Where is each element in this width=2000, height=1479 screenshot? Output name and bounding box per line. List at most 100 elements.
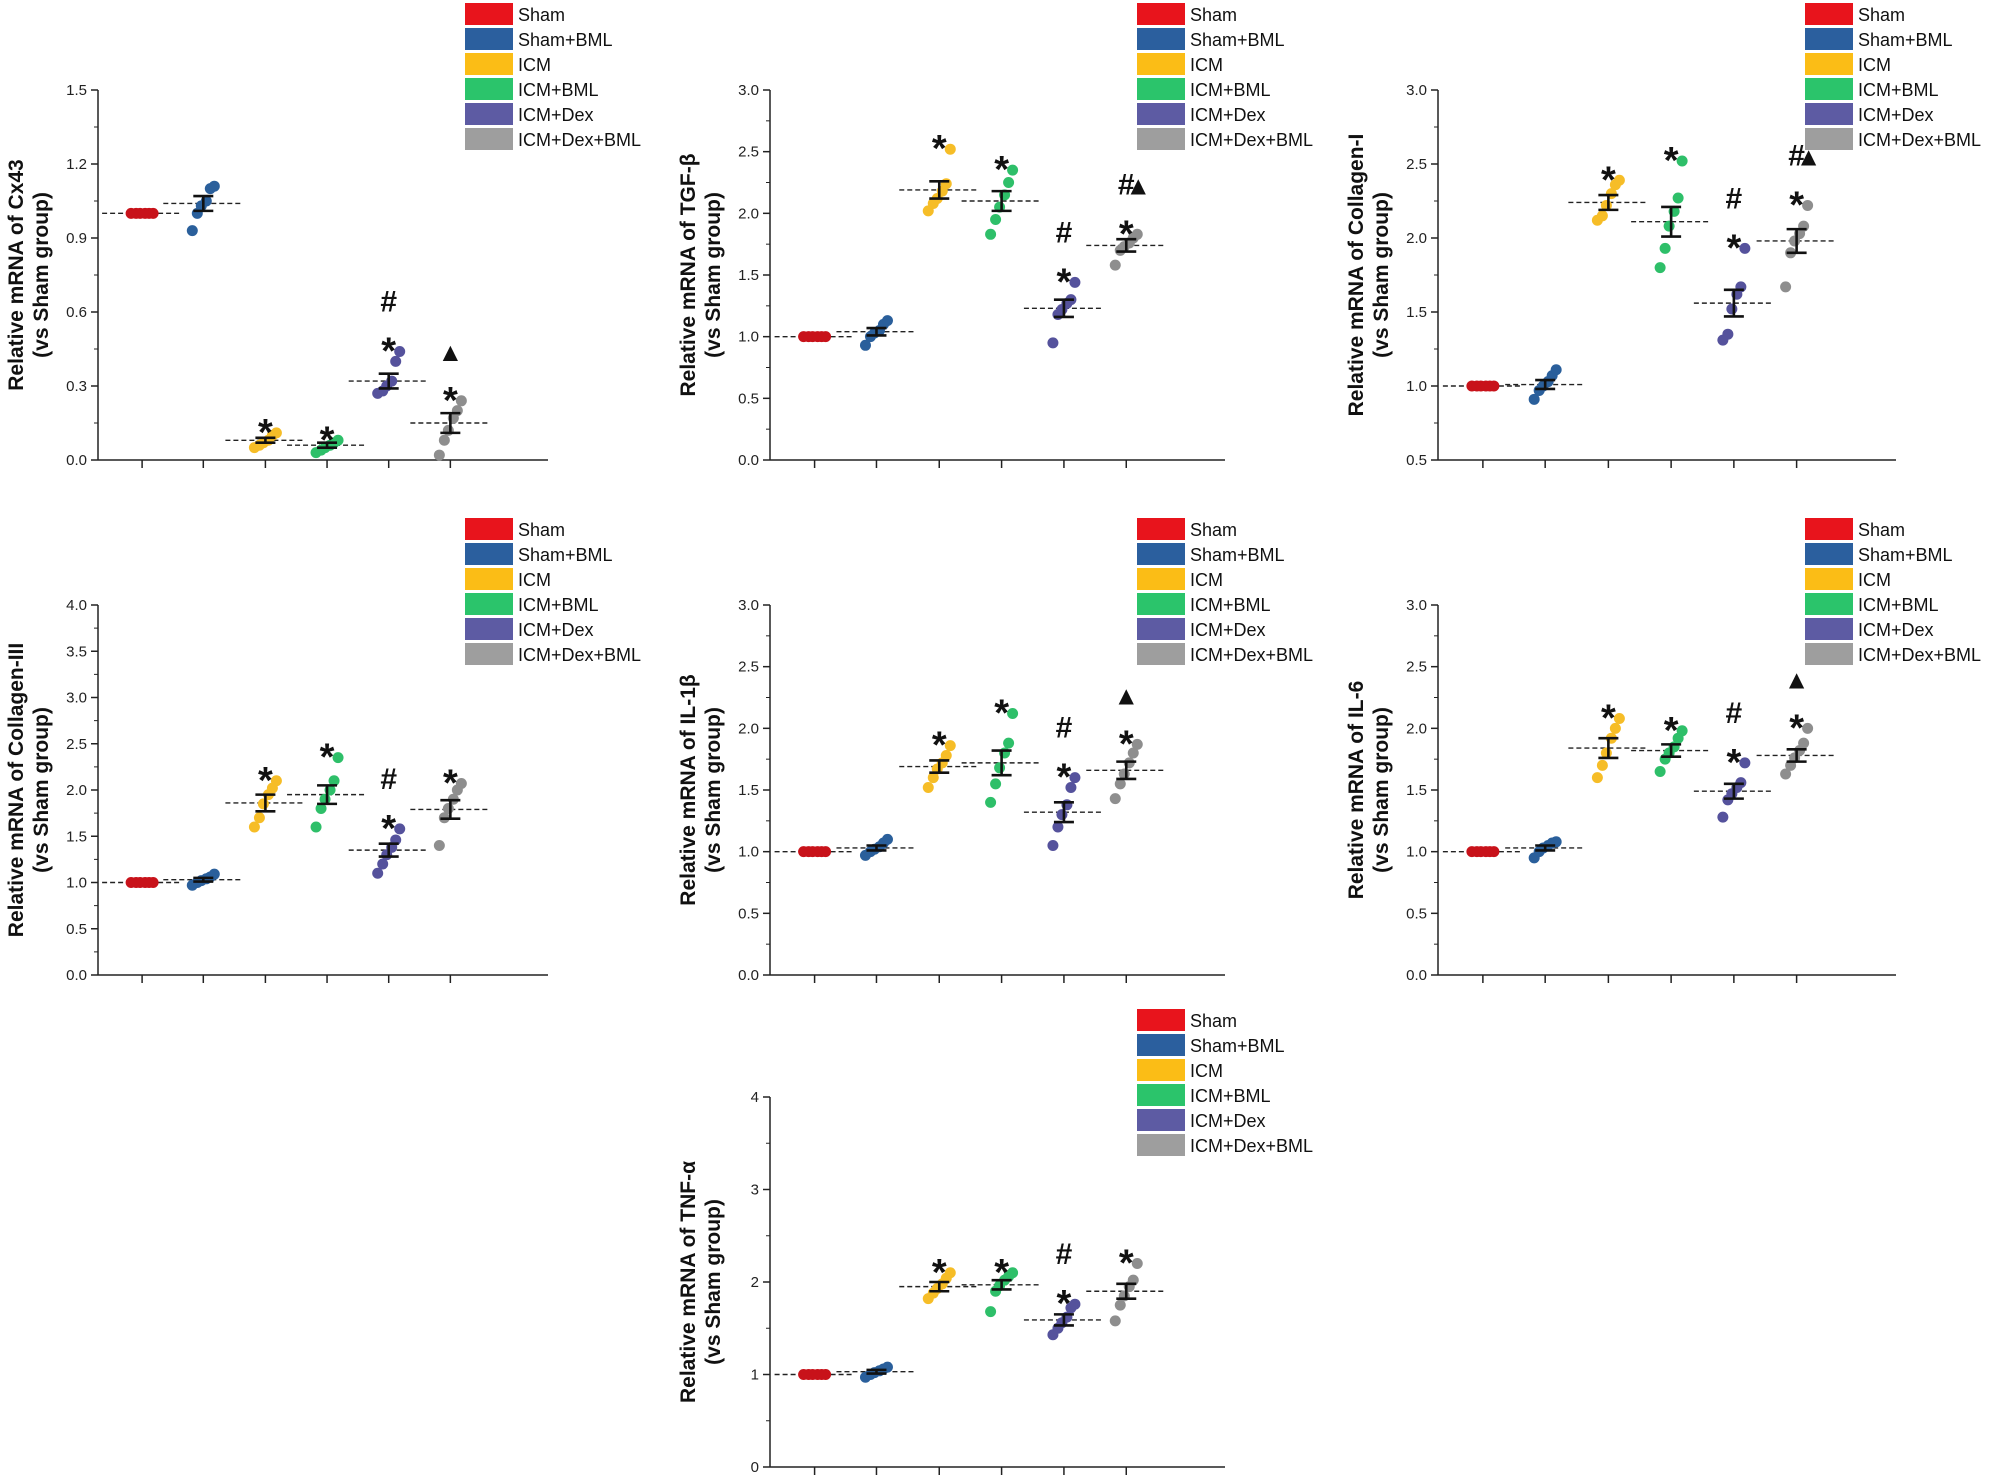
legend-swatch	[1137, 568, 1185, 590]
y-tick-label: 2.0	[66, 782, 87, 799]
legend-label: ICM+Dex+BML	[1858, 130, 1981, 150]
significance-star: *	[443, 763, 458, 805]
y-tick-label: 0.0	[66, 452, 87, 469]
significance-star: *	[994, 1252, 1009, 1294]
data-point	[1109, 793, 1121, 805]
y-axis-label: Relative mRNA of TGF-β	[677, 153, 700, 396]
data-point	[377, 858, 389, 870]
significance-star: *	[932, 725, 947, 767]
significance-star: *	[932, 128, 947, 170]
legend-swatch	[1137, 1084, 1185, 1106]
y-axis-label-unit: (vs Sham group)	[702, 707, 725, 873]
legend-swatch	[1137, 78, 1185, 100]
data-point	[1613, 712, 1625, 724]
legend-swatch	[1137, 128, 1185, 150]
y-tick-label: 1	[751, 1367, 759, 1384]
data-point	[438, 434, 450, 446]
y-tick-label: 2.0	[738, 720, 759, 737]
chart-panel-7: 0 1 2 3 4 Relative mRNA of TNF-α (vs Sham grou…	[677, 1009, 1313, 1476]
legend-label: ICM	[1190, 1061, 1223, 1081]
legend-label: ICM	[518, 570, 551, 590]
significance-hash: #	[1056, 712, 1073, 745]
legend-swatch	[465, 618, 513, 640]
legend-label: Sham+BML	[518, 30, 613, 50]
data-point	[455, 778, 467, 790]
y-tick-label: 1.5	[738, 782, 759, 799]
y-tick-label: 0.0	[738, 967, 759, 984]
data-point	[1003, 737, 1015, 749]
data-point	[1717, 811, 1729, 823]
data-point	[820, 846, 832, 858]
significance-star: *	[1057, 261, 1072, 303]
data-point	[985, 1306, 997, 1318]
y-tick-label: 3.0	[1406, 82, 1427, 99]
significance-star: *	[1601, 159, 1616, 201]
data-point	[1672, 192, 1684, 204]
data-point	[394, 823, 406, 835]
y-tick-label: 1.5	[738, 267, 759, 284]
data-point	[1114, 1299, 1126, 1311]
data-point	[1613, 174, 1625, 186]
y-axis-label: Relative mRNA of IL-1β	[677, 674, 700, 906]
significance-star: *	[932, 1252, 947, 1294]
data-point	[1003, 177, 1015, 188]
legend-label: ICM	[1190, 570, 1223, 590]
y-tick-label: 0.5	[738, 390, 759, 407]
legend-label: ICM+BML	[518, 80, 599, 100]
legend-swatch	[465, 3, 513, 25]
y-tick-label: 3.0	[66, 690, 87, 707]
data-point	[990, 214, 1002, 225]
significance-hash: #	[1056, 1238, 1073, 1271]
legend-label: ICM+BML	[1858, 595, 1939, 615]
data-point	[328, 775, 340, 787]
data-point	[1726, 303, 1738, 315]
significance-star: *	[1119, 723, 1134, 765]
legend-swatch	[1805, 78, 1853, 100]
legend-swatch	[1137, 53, 1185, 75]
legend-label: ICM+BML	[518, 595, 599, 615]
data-point	[1550, 364, 1562, 376]
legend-label: ICM+Dex	[518, 620, 594, 640]
legend-label: ICM+Dex+BML	[1190, 130, 1313, 150]
data-point	[186, 225, 198, 237]
chart-panel-5: 0.0 0.5 1.0 1.5 2.0 2.5 3.0 Relative mRNA of IL…	[677, 518, 1313, 984]
legend-label: Sham	[1858, 5, 1905, 25]
data-point	[1488, 380, 1500, 392]
legend-label: ICM+Dex	[1190, 1111, 1266, 1131]
data-point	[1109, 1315, 1121, 1327]
data-point	[944, 740, 956, 752]
significance-star: *	[381, 330, 396, 372]
y-axis-label: Relative mRNA of IL-6	[1345, 681, 1368, 900]
chart-panel-1: 0.0 0.3 0.6 0.9 1.2 1.5 Relative mRNA of Cx43(…	[5, 3, 641, 469]
legend-label: ICM+Dex+BML	[1190, 1136, 1313, 1156]
y-tick-label: 4	[751, 1089, 759, 1106]
data-point	[372, 867, 384, 879]
chart-panel-2: 0.0 0.5 1.0 1.5 2.0 2.5 3.0 Relative mRNA of TG…	[677, 3, 1313, 469]
legend-swatch	[1805, 103, 1853, 125]
data-point	[332, 752, 344, 764]
data-point	[1798, 737, 1810, 749]
data-point	[1114, 778, 1126, 790]
data-point	[1007, 164, 1019, 176]
legend-swatch	[465, 543, 513, 565]
data-point	[994, 762, 1006, 774]
data-point	[859, 339, 871, 351]
data-point	[1109, 259, 1121, 271]
data-point	[940, 178, 952, 190]
y-tick-label: 0.0	[738, 452, 759, 469]
significance-triangle: ▲	[1125, 170, 1151, 200]
legend-swatch	[1137, 643, 1185, 665]
y-tick-label: 1.0	[738, 329, 759, 346]
data-point	[1047, 840, 1059, 851]
y-tick-label: 1.5	[66, 828, 87, 845]
y-tick-label: 3.0	[1406, 597, 1427, 614]
y-tick-label: 2	[751, 1274, 759, 1291]
legend-label: Sham	[1190, 520, 1237, 540]
legend-swatch	[1137, 1134, 1185, 1156]
legend-label: ICM+BML	[1190, 1086, 1271, 1106]
y-tick-label: 0.6	[66, 304, 87, 321]
legend-swatch	[1137, 618, 1185, 640]
y-axis-label-unit: (vs Sham group)	[30, 192, 53, 358]
legend-swatch	[1137, 28, 1185, 50]
significance-hash: #	[1726, 182, 1743, 215]
